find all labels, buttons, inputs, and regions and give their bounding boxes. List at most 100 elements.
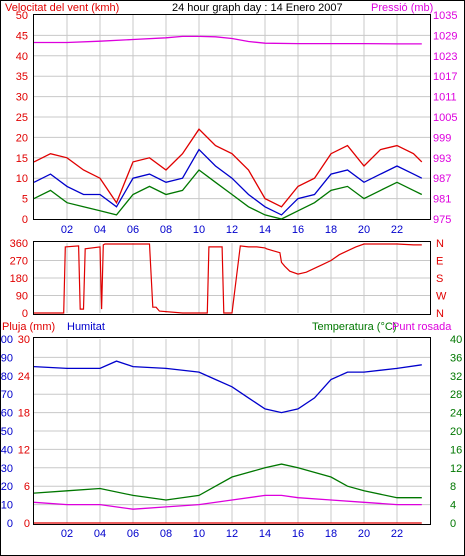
wind-direction-line <box>34 243 422 314</box>
wind-y-tick-label: 30 <box>16 92 28 104</box>
graph-date-title: 24 hour graph day : 14 Enero 2007 <box>172 2 343 14</box>
x-tick-label: 18 <box>325 528 337 540</box>
pressure-y-tick-label: 1023 <box>433 51 457 63</box>
wind-y-tick-label: 5 <box>22 194 28 206</box>
compass-y-tick-label: E <box>436 256 443 268</box>
direction-y-tick-label: 360 <box>10 238 28 250</box>
x-tick-label: 04 <box>94 224 106 236</box>
rain-y-tick-label: 20 <box>1 481 13 493</box>
wind-speed-title: Velocitat del vent (kmh) <box>5 2 119 14</box>
panel3-series-line <box>33 494 422 510</box>
rain-humidity-temp-panel: 0102030405060708090100061218243004812162… <box>0 334 462 540</box>
temperature-y-tick-label: 40 <box>450 334 462 346</box>
x-tick-label: 12 <box>226 224 238 236</box>
panel2-border <box>33 241 431 315</box>
rain-y-tick-label: 0 <box>7 518 13 530</box>
pressure-y-tick-label: 987 <box>433 173 451 185</box>
x-tick-label: 12 <box>226 528 238 540</box>
wind-y-tick-label: 20 <box>16 132 28 144</box>
pressure-y-tick-label: 993 <box>433 153 451 165</box>
humidity-y-tick-label: 6 <box>24 481 30 493</box>
panel1-series-line-4 <box>33 169 423 220</box>
temperature-y-tick-label: 8 <box>450 481 456 493</box>
x-tick-label: 18 <box>325 224 337 236</box>
pressure-y-tick-label: 999 <box>433 132 451 144</box>
wind-y-tick-label: 45 <box>16 30 28 42</box>
rain-y-tick-label: 100 <box>0 334 13 346</box>
rain-y-tick-label: 10 <box>1 500 13 512</box>
rain-y-tick-label: 80 <box>1 371 13 383</box>
panel1-series-line-1 <box>34 35 422 45</box>
humidity-y-tick-label: 12 <box>18 444 30 456</box>
temperature-y-tick-label: 28 <box>450 389 462 401</box>
x-tick-label: 20 <box>358 224 370 236</box>
wind-pressure-panel: 0 5 10 15 20 25 30 35 40 45 50 975 981 987 993 999 1005 1… <box>16 10 458 236</box>
x-tick-label: 20 <box>358 528 370 540</box>
temperature-y-tick-label: 12 <box>450 463 462 475</box>
direction-y-tick-label: 180 <box>10 273 28 285</box>
direction-y-tick-label: 0 <box>22 308 28 320</box>
compass-y-tick-label: N <box>436 308 444 320</box>
pressure-title: Pressió (mb) <box>371 2 433 14</box>
x-tick-label: 14 <box>259 528 271 540</box>
pressure-y-tick-label: 1005 <box>433 112 457 124</box>
pressure-y-tick-label: 1017 <box>433 71 457 83</box>
temperature-title: Temperatura (°C) <box>312 321 396 333</box>
wind-y-tick-label: 40 <box>16 51 28 63</box>
pressure-y-tick-label: 1011 <box>433 92 457 104</box>
wind-y-tick-label: 50 <box>16 10 28 22</box>
temperature-y-tick-label: 0 <box>450 518 456 530</box>
direction-y-tick-label: 90 <box>16 291 28 303</box>
rain-y-tick-label: 30 <box>1 463 13 475</box>
compass-y-tick-label: W <box>436 291 447 303</box>
humidity-y-tick-label: 18 <box>18 408 30 420</box>
panel3-border <box>33 337 431 525</box>
panel1-series-line-3 <box>33 148 423 216</box>
humidity-y-tick-label: 24 <box>18 371 30 383</box>
compass-y-tick-label: S <box>436 273 443 285</box>
temperature-y-tick-label: 24 <box>450 408 462 420</box>
rain-y-tick-label: 70 <box>1 389 13 401</box>
compass-y-tick-label: N <box>436 238 444 250</box>
temperature-y-tick-label: 4 <box>450 500 456 512</box>
x-tick-label: 02 <box>61 224 73 236</box>
temperature-y-tick-label: 20 <box>450 426 462 438</box>
panel1-series-line-2 <box>33 128 423 208</box>
wind-y-tick-label: 25 <box>16 112 28 124</box>
pressure-y-tick-label: 1029 <box>433 30 457 42</box>
x-tick-label: 10 <box>193 528 205 540</box>
x-tick-label: 14 <box>259 224 271 236</box>
temperature-y-tick-label: 32 <box>450 371 462 383</box>
humidity-title: Humitat <box>67 321 105 333</box>
direction-y-tick-label: 270 <box>10 256 28 268</box>
rain-y-tick-label: 60 <box>1 408 13 420</box>
humidity-y-tick-label: 30 <box>18 334 30 346</box>
dewpoint-title: Punt rosada <box>392 321 452 333</box>
panel3-series-line <box>33 463 422 501</box>
rain-y-tick-label: 90 <box>1 352 13 364</box>
x-tick-label: 16 <box>292 224 304 236</box>
x-tick-label: 02 <box>61 528 73 540</box>
x-tick-label: 06 <box>127 224 139 236</box>
x-tick-label: 10 <box>193 224 205 236</box>
pressure-y-tick-label: 981 <box>433 194 451 206</box>
x-tick-label: 22 <box>391 224 403 236</box>
humidity-y-tick-label: 0 <box>24 518 30 530</box>
x-tick-label: 04 <box>94 528 106 540</box>
x-tick-label: 08 <box>160 224 172 236</box>
temperature-y-tick-label: 16 <box>450 444 462 456</box>
wind-y-tick-label: 0 <box>22 214 28 226</box>
temperature-y-tick-label: 36 <box>450 352 462 364</box>
rain-y-tick-label: 40 <box>1 444 13 456</box>
pressure-y-tick-label: 975 <box>433 214 451 226</box>
x-tick-label: 16 <box>292 528 304 540</box>
panel3-series-line <box>33 360 422 414</box>
wind-y-tick-label: 10 <box>16 173 28 185</box>
x-tick-label: 06 <box>127 528 139 540</box>
x-tick-label: 08 <box>160 528 172 540</box>
rain-y-tick-label: 50 <box>1 426 13 438</box>
panel1-border <box>33 14 431 220</box>
